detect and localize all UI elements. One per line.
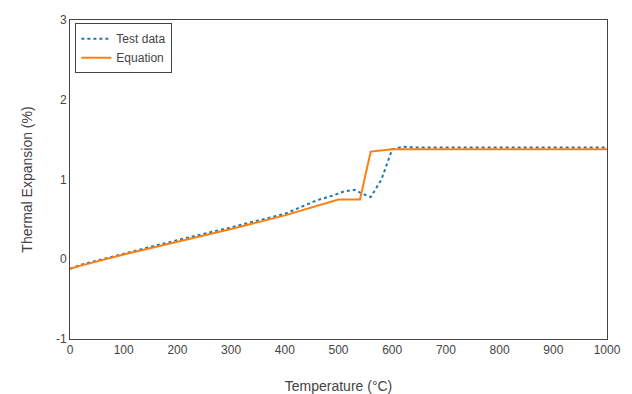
svg-text:200: 200 bbox=[167, 343, 187, 357]
svg-text:2: 2 bbox=[60, 93, 67, 107]
svg-text:Equation: Equation bbox=[116, 51, 163, 65]
svg-text:0: 0 bbox=[67, 343, 74, 357]
svg-text:Test data: Test data bbox=[116, 32, 165, 46]
svg-text:500: 500 bbox=[328, 343, 348, 357]
svg-text:1: 1 bbox=[60, 173, 67, 187]
svg-text:1000: 1000 bbox=[594, 343, 621, 357]
svg-text:300: 300 bbox=[221, 343, 241, 357]
svg-text:700: 700 bbox=[436, 343, 456, 357]
svg-text:-1: -1 bbox=[56, 332, 67, 346]
svg-text:0: 0 bbox=[60, 252, 67, 266]
svg-text:900: 900 bbox=[543, 343, 563, 357]
svg-text:3: 3 bbox=[60, 13, 67, 27]
svg-text:800: 800 bbox=[490, 343, 510, 357]
svg-text:Temperature (°C): Temperature (°C) bbox=[285, 378, 393, 394]
svg-text:100: 100 bbox=[114, 343, 134, 357]
svg-text:600: 600 bbox=[382, 343, 402, 357]
svg-text:Thermal Expansion (%): Thermal Expansion (%) bbox=[19, 106, 35, 252]
svg-text:400: 400 bbox=[275, 343, 295, 357]
